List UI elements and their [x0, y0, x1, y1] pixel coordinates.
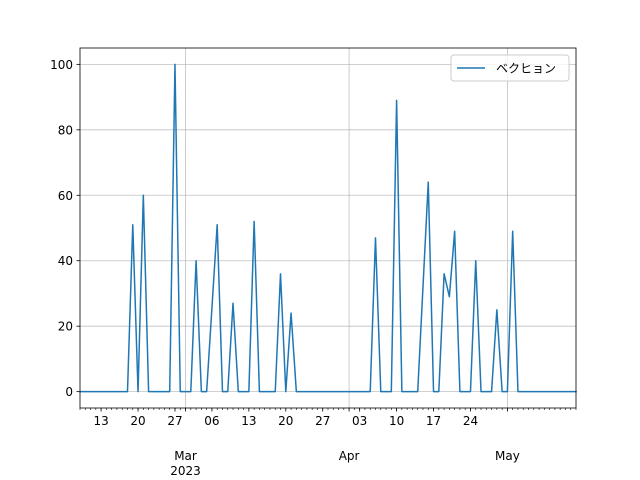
series-line	[79, 63, 577, 393]
x-week-tick-label: 17	[426, 414, 441, 428]
y-axis-ticks: 0 20 40 60 80 100	[50, 58, 80, 399]
legend-box	[450, 54, 570, 82]
axes-frame	[79, 47, 577, 409]
x-week-tick-label: 06	[204, 414, 219, 428]
x-week-tick-label: 10	[389, 414, 404, 428]
x-month-tick-label: May	[495, 449, 520, 463]
x-year-tick-label: 2023	[170, 464, 201, 478]
y-tick-label: 20	[58, 320, 73, 334]
plot-area	[80, 48, 576, 408]
x-week-tick-label: 13	[93, 414, 108, 428]
x-week-tick-label: 20	[130, 414, 145, 428]
legend-label: ベクヒョン	[496, 62, 556, 76]
x-month-tick-label: Mar	[174, 449, 197, 463]
y-tick-label: 0	[65, 385, 73, 399]
x-week-tick-label: 27	[315, 414, 330, 428]
x-month-tick-label: Apr	[339, 449, 360, 463]
y-tick-label: 80	[58, 123, 73, 137]
x-week-tick-label: 24	[463, 414, 478, 428]
x-week-tick-label: 20	[278, 414, 293, 428]
y-tick-label: 60	[58, 189, 73, 203]
x-week-tick-label: 03	[352, 414, 367, 428]
x-week-tick-label: 27	[167, 414, 182, 428]
y-tick-label: 100	[50, 58, 73, 72]
x-week-tick-label: 13	[241, 414, 256, 428]
legend: ベクヒョン	[450, 54, 570, 82]
y-tick-label: 40	[58, 254, 73, 268]
